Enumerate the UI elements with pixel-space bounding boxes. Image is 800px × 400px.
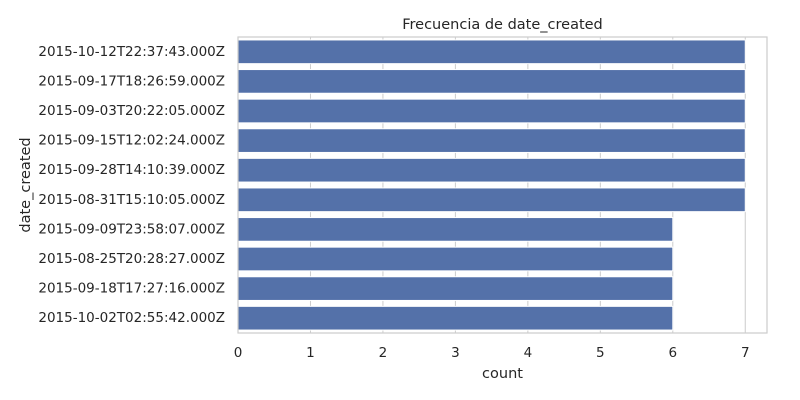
y-tick-label: 2015-09-17T18:26:59.000Z xyxy=(38,73,225,89)
y-tick-labels: 2015-10-12T22:37:43.000Z 2015-09-17T18:26… xyxy=(38,44,225,326)
bar xyxy=(237,246,674,272)
plot-frame xyxy=(237,36,768,334)
y-tick-label: 2015-10-02T02:55:42.000Z xyxy=(38,310,225,326)
bar xyxy=(237,98,746,124)
bar xyxy=(237,276,674,301)
y-tick-label: 2015-09-15T12:02:24.000Z xyxy=(38,133,225,149)
y-tick-label: 2015-09-09T23:58:07.000Z xyxy=(38,221,225,237)
chart-title: Frecuencia de date_created xyxy=(402,17,603,33)
x-tick-label: 2 xyxy=(379,345,388,361)
y-axis-label: date_created xyxy=(18,137,34,232)
bar xyxy=(237,305,674,331)
y-tick-label: 2015-08-31T15:10:05.000Z xyxy=(38,192,225,208)
x-tick-labels: 0 1 2 3 4 5 6 7 xyxy=(234,345,750,361)
y-tick-label: 2015-09-18T17:27:16.000Z xyxy=(38,281,225,297)
bar xyxy=(237,217,674,242)
x-tick-label: 5 xyxy=(596,345,605,361)
x-tick-label: 0 xyxy=(234,345,243,361)
y-tick-label: 2015-10-12T22:37:43.000Z xyxy=(38,44,225,60)
bar xyxy=(237,157,746,183)
x-tick-label: 3 xyxy=(451,345,460,361)
y-tick-label: 2015-09-28T14:10:39.000Z xyxy=(38,162,225,178)
bars xyxy=(237,39,746,331)
bar xyxy=(237,69,746,94)
y-tick-label: 2015-09-03T20:22:05.000Z xyxy=(38,103,225,119)
x-axis-label: count xyxy=(482,366,523,382)
x-tick-label: 7 xyxy=(741,345,750,361)
y-tick-label: 2015-08-25T20:28:27.000Z xyxy=(38,251,225,267)
x-tick-label: 1 xyxy=(306,345,315,361)
x-tick-label: 6 xyxy=(668,345,677,361)
bar xyxy=(237,39,746,65)
bar xyxy=(237,128,746,153)
x-tick-label: 4 xyxy=(524,345,533,361)
bar xyxy=(237,187,746,213)
